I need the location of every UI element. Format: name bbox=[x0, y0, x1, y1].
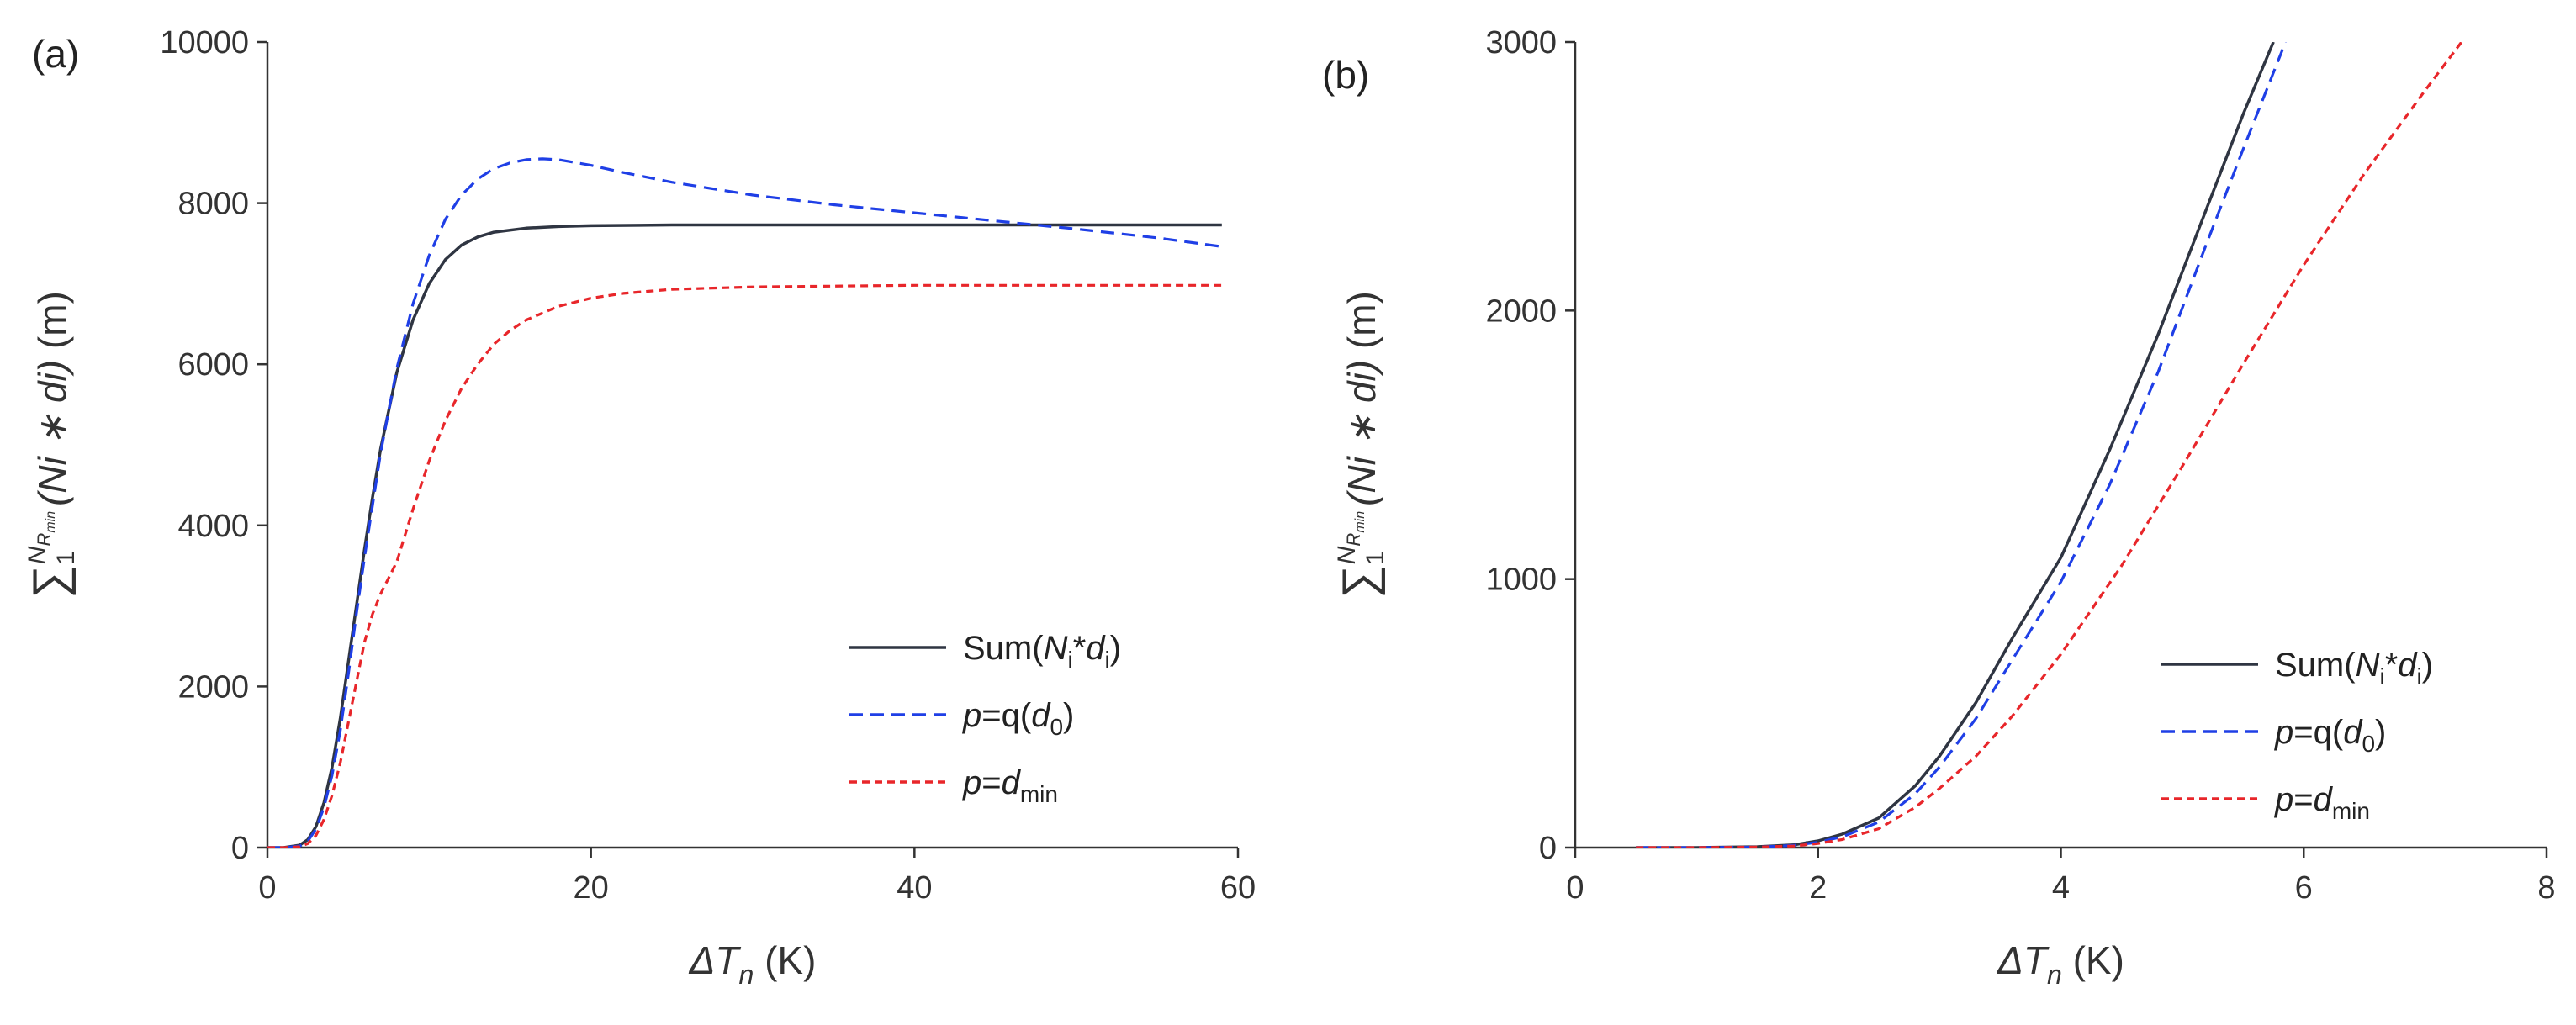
y-tick-label: 1000 bbox=[1485, 563, 1557, 598]
y-axis-title-upper-sub: R bbox=[34, 533, 55, 547]
legend-text-post: ) bbox=[1063, 697, 1074, 734]
legend-text-mid: * bbox=[2385, 647, 2399, 684]
y-tick-label: 3000 bbox=[1485, 25, 1557, 61]
y-axis-title-unit: (m) bbox=[1340, 291, 1383, 360]
legend-text-symbol-b: d bbox=[2343, 714, 2363, 751]
x-axis-title-unit: (K) bbox=[754, 938, 816, 982]
x-axis-title-subscript: n bbox=[2047, 959, 2062, 990]
y-tick-label: 4000 bbox=[177, 509, 249, 544]
series-line-2 bbox=[267, 157, 1223, 848]
y-axis-title: ∑1NRmin (Ni ∗ di) (m) bbox=[23, 291, 80, 599]
x-tick-label: 40 bbox=[897, 870, 932, 906]
legend-text-symbol-a: p bbox=[962, 697, 981, 734]
panel-label-a: (a) bbox=[32, 32, 79, 76]
legend-text-pre: Sum( bbox=[963, 630, 1044, 667]
x-axis-title: ΔTn (K) bbox=[689, 938, 817, 990]
y-axis-title-body: (Ni ∗ di) bbox=[1340, 360, 1383, 506]
legend-text-mid: =q( bbox=[981, 697, 1032, 734]
x-tick-label: 4 bbox=[2052, 870, 2070, 906]
panel-a: (a) 0 20 40 60 0 2000 4000 6000 8000 10000 ΔTn (K)… bbox=[23, 25, 1256, 990]
x-tick-label: 8 bbox=[2537, 870, 2555, 906]
x-tick-label: 20 bbox=[574, 870, 609, 906]
series-line-3 bbox=[267, 283, 1222, 848]
x-axis-title-subscript: n bbox=[739, 959, 754, 990]
x-axis-title: ΔTn (K) bbox=[1997, 938, 2124, 990]
series-line-1 bbox=[1636, 42, 2275, 848]
legend-text-symbol-a: N bbox=[1044, 630, 1068, 667]
legend-text-symbol-a: p bbox=[962, 764, 981, 801]
y-tick-label: 8000 bbox=[177, 187, 249, 222]
y-tick-label: 0 bbox=[1539, 831, 1557, 866]
y-axis-title-body: (Ni ∗ di) bbox=[30, 360, 74, 506]
legend-text-symbol-b: d bbox=[1002, 764, 1022, 801]
legend-entry-3: p=dmin bbox=[2274, 781, 2370, 824]
legend-text-post: ) bbox=[2375, 714, 2386, 751]
x-tick-label: 60 bbox=[1220, 870, 1256, 906]
x-axis-title-unit: (K) bbox=[2062, 938, 2124, 982]
legend-text-symbol-a: p bbox=[2274, 781, 2293, 818]
y-axis-title: ∑1NRmin (Ni ∗ di) (m) bbox=[1332, 291, 1389, 599]
legend-text-sub-b: 0 bbox=[1050, 714, 1063, 740]
legend-text-post: ) bbox=[1110, 630, 1121, 667]
legend-text-sub-a: i bbox=[2379, 663, 2384, 689]
y-axis-title-lower: 1 bbox=[52, 551, 80, 565]
y-axis-title-upper-subsub: min bbox=[44, 511, 58, 533]
legend-text-symbol-b: d bbox=[1031, 697, 1051, 734]
y-axis-title-sum: ∑ bbox=[23, 565, 76, 599]
legend-text-mid: =q( bbox=[2293, 714, 2344, 751]
x-tick-label: 0 bbox=[1566, 870, 1584, 906]
y-axis-title-unit: (m) bbox=[30, 291, 74, 360]
legend-text-mid: = bbox=[2293, 781, 2313, 818]
legend-text-post: ) bbox=[2422, 647, 2433, 684]
y-tick-label: 0 bbox=[231, 831, 249, 866]
legend-entry-1: Sum(Ni*di) bbox=[2275, 647, 2433, 689]
panel-label-b: (b) bbox=[1322, 53, 1369, 97]
legend-entry-2: p=q(d0) bbox=[2274, 714, 2386, 757]
y-tick-label: 2000 bbox=[177, 669, 249, 705]
legend-text-sub-b: i bbox=[2417, 663, 2422, 689]
y-axis-title-upper: N bbox=[1333, 546, 1361, 564]
y-tick-label: 10000 bbox=[160, 25, 249, 61]
x-axis-title-symbol: ΔT bbox=[1997, 938, 2050, 982]
series-line-2 bbox=[1636, 42, 2288, 848]
y-axis-title-upper-sub: R bbox=[1343, 533, 1364, 547]
legend-text-mid: = bbox=[981, 764, 1001, 801]
legend-text-symbol-a: p bbox=[2274, 714, 2293, 751]
legend-text-sub-b: i bbox=[1105, 647, 1110, 673]
y-axis-title-upper: N bbox=[24, 546, 51, 564]
legend-text-sub-b: min bbox=[1020, 781, 1058, 807]
legend-text-sub-a: i bbox=[1067, 647, 1072, 673]
legend-entry-2: p=q(d0) bbox=[962, 697, 1074, 740]
legend-text-symbol-b: d bbox=[1086, 630, 1106, 667]
y-tick-label: 2000 bbox=[1485, 293, 1557, 329]
legend-text-symbol-b: d bbox=[2314, 781, 2334, 818]
x-axis-title-symbol: ΔT bbox=[689, 938, 742, 982]
legend-text-symbol-a: N bbox=[2356, 647, 2380, 684]
series-line-3 bbox=[1636, 42, 2463, 848]
y-axis-title-upper-subsub: min bbox=[1353, 511, 1367, 533]
legend-text-sub-b: 0 bbox=[2362, 731, 2375, 757]
x-tick-label: 0 bbox=[258, 870, 276, 906]
legend-entry-3: p=dmin bbox=[962, 764, 1058, 807]
legend-text-mid: * bbox=[1073, 630, 1087, 667]
legend-entry-1: Sum(Ni*di) bbox=[963, 630, 1121, 673]
legend-text-symbol-b: d bbox=[2398, 647, 2418, 684]
y-axis-title-sum: ∑ bbox=[1332, 565, 1385, 599]
y-axis-title-lower: 1 bbox=[1362, 551, 1389, 565]
x-tick-label: 6 bbox=[2295, 870, 2313, 906]
y-tick-label: 6000 bbox=[177, 347, 249, 383]
x-tick-label: 2 bbox=[1809, 870, 1827, 906]
legend-text-sub-b: min bbox=[2332, 798, 2370, 824]
legend-text-pre: Sum( bbox=[2275, 647, 2356, 684]
